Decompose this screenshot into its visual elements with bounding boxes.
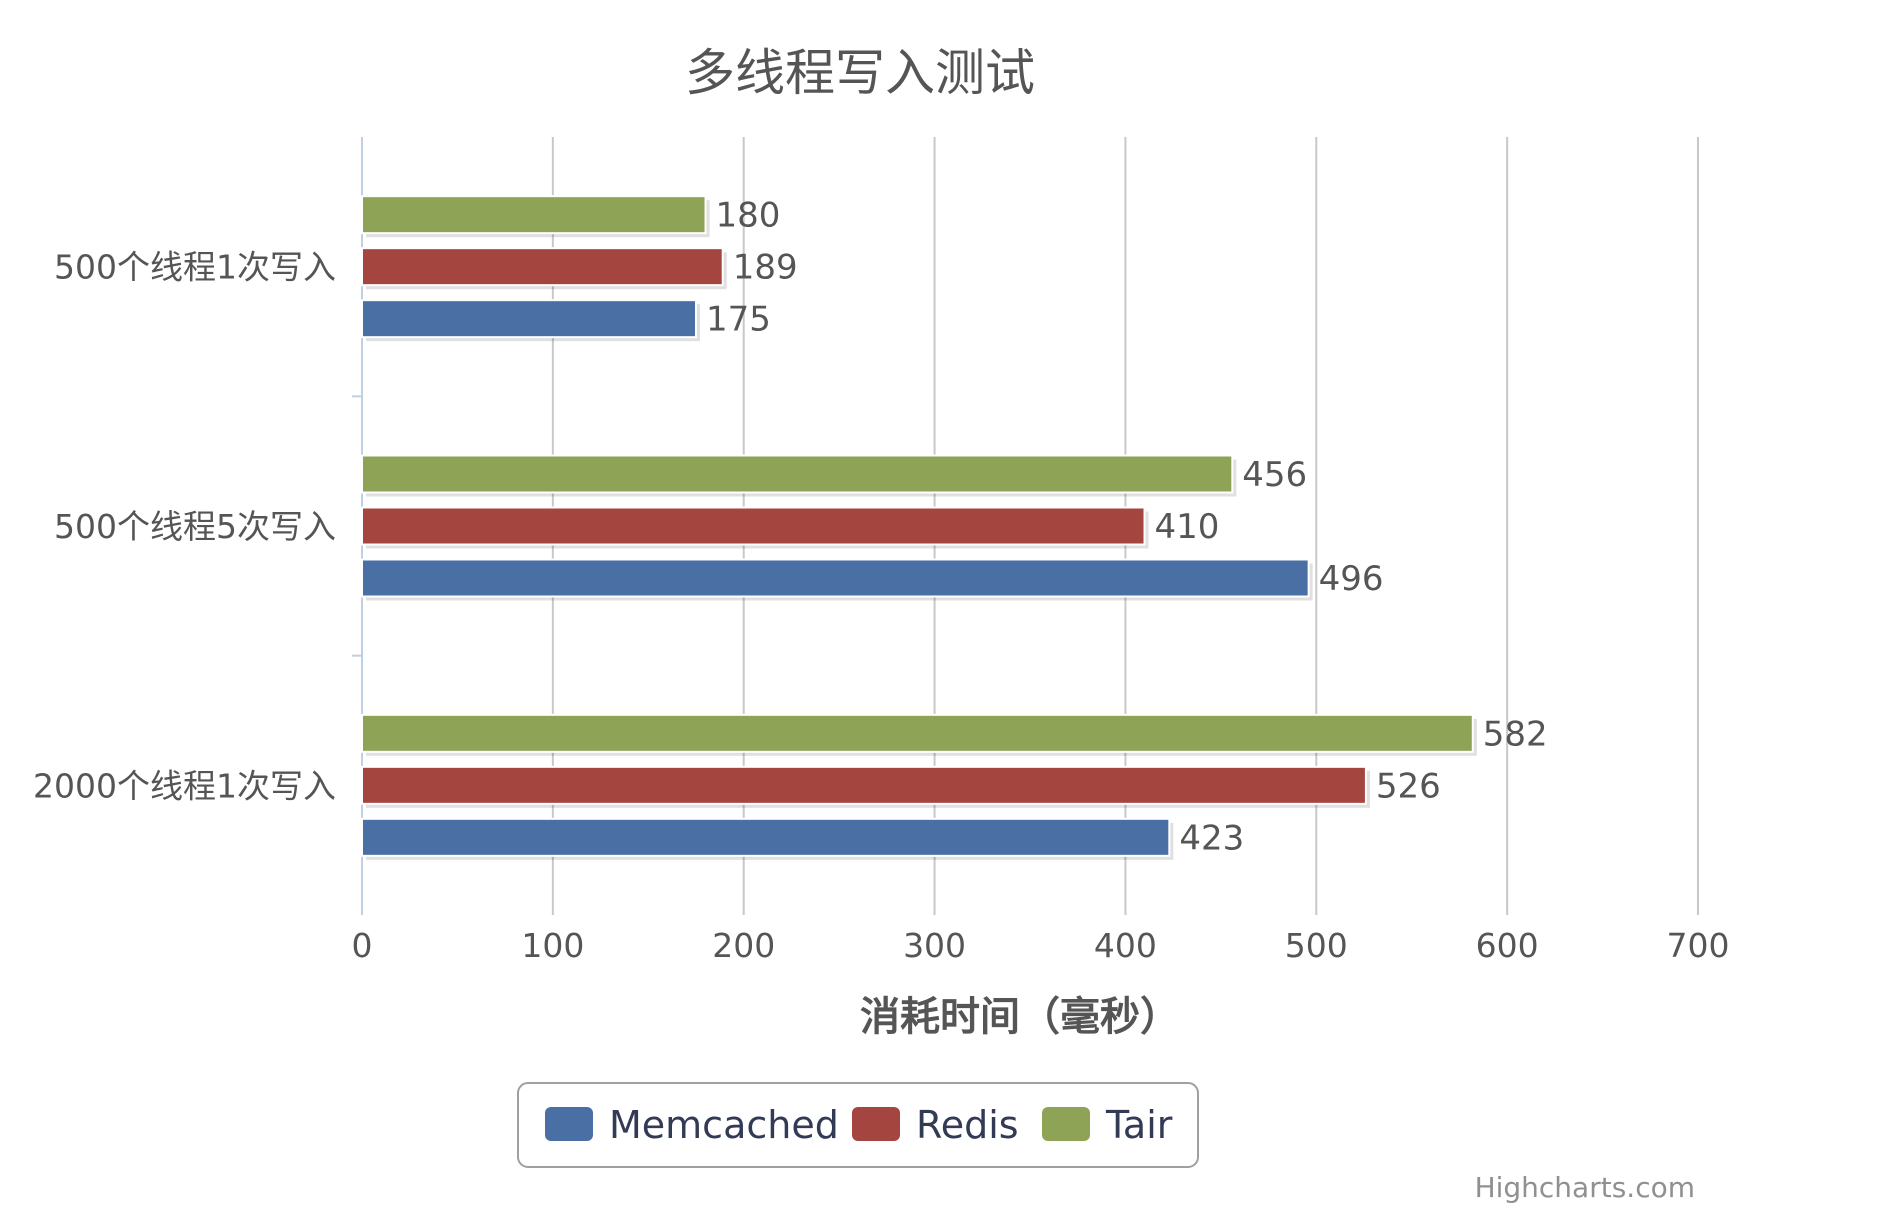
x-tick-label: 700: [1667, 926, 1730, 965]
legend-swatch: [545, 1107, 593, 1141]
x-axis-title: 消耗时间（毫秒）: [860, 994, 1180, 1040]
data-label: 189: [733, 248, 798, 288]
data-label: 526: [1376, 766, 1441, 806]
data-label: 456: [1242, 455, 1307, 495]
data-label: 180: [716, 196, 781, 236]
x-tick-label: 200: [712, 926, 775, 965]
legend-swatch: [1042, 1107, 1090, 1141]
legend-label: Redis: [916, 1103, 1019, 1147]
legend-item-redis[interactable]: Redis: [852, 1103, 1019, 1147]
bar-redis[interactable]: [361, 765, 1367, 805]
bar-memcached[interactable]: [361, 817, 1171, 857]
legend-item-tair[interactable]: Tair: [1042, 1103, 1173, 1147]
legend-label: Memcached: [609, 1103, 839, 1147]
bar-tair[interactable]: [361, 454, 1234, 494]
category-label: 2000个线程1次写入: [33, 766, 336, 805]
credits-link[interactable]: Highcharts.com: [1475, 1171, 1695, 1204]
x-tick-label: 500: [1285, 926, 1348, 965]
bars: 180 189 175 456 410 496 582 526 423: [361, 195, 1548, 860]
bar-redis[interactable]: [361, 506, 1146, 546]
legend-item-memcached[interactable]: Memcached: [545, 1103, 839, 1147]
data-label: 410: [1155, 507, 1220, 547]
data-label: 423: [1179, 818, 1244, 858]
bar-tair[interactable]: [361, 713, 1474, 753]
category-label: 500个线程5次写入: [54, 507, 336, 546]
bar-memcached[interactable]: [361, 299, 697, 339]
bar-memcached[interactable]: [361, 558, 1310, 598]
category-labels: 500个线程1次写入 500个线程5次写入 2000个线程1次写入: [33, 248, 336, 806]
data-label: 496: [1319, 559, 1384, 599]
data-label: 175: [706, 300, 771, 340]
x-tick-label: 300: [903, 926, 966, 965]
data-label: 582: [1483, 714, 1548, 754]
x-tick-labels: 0 100 200 300 400 500 600 700: [352, 926, 1730, 965]
legend-label: Tair: [1105, 1103, 1173, 1147]
y-axis: [352, 137, 363, 915]
category-label: 500个线程1次写入: [54, 248, 336, 287]
legend-swatch: [852, 1107, 900, 1141]
x-tick-label: 0: [352, 926, 373, 965]
chart-title: 多线程写入测试: [685, 44, 1035, 102]
x-tick-label: 600: [1476, 926, 1539, 965]
bar-redis[interactable]: [361, 247, 724, 287]
x-tick-label: 400: [1094, 926, 1157, 965]
bar-tair[interactable]: [361, 195, 707, 235]
legend: Memcached Redis Tair: [517, 1082, 1199, 1168]
x-tick-label: 100: [521, 926, 584, 965]
